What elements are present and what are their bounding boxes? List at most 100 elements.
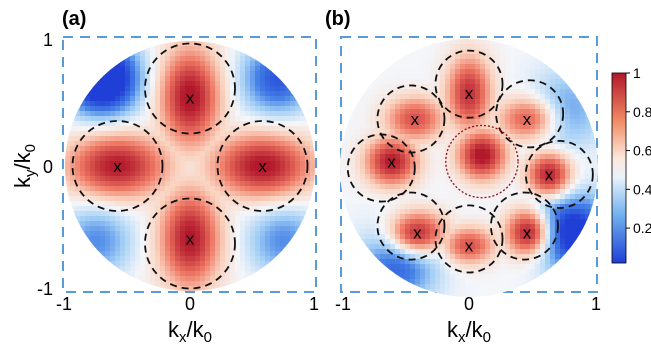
panel-b-heat-cell bbox=[360, 219, 366, 225]
panel-a-heat-cell bbox=[190, 281, 196, 287]
panel-a-heat-cell bbox=[290, 141, 296, 147]
panel-a-heat-cell bbox=[75, 111, 81, 117]
panel-a-heat-cell bbox=[175, 66, 181, 72]
panel-a-heat-cell bbox=[115, 91, 121, 97]
panel-a-heat-cell bbox=[200, 161, 206, 167]
panel-a-heat-cell bbox=[245, 226, 251, 232]
panel-a-heat-cell bbox=[180, 251, 186, 257]
panel-a-heat-cell bbox=[205, 216, 211, 222]
panel-b-heat-cell bbox=[525, 194, 531, 200]
panel-a-heat-cell bbox=[280, 121, 286, 127]
panel-b-heat-cell bbox=[400, 229, 406, 235]
panel-a-heat-cell bbox=[170, 71, 176, 77]
panel-b-region-circle-7 bbox=[434, 204, 504, 274]
panel-a-heat-cell bbox=[215, 56, 221, 62]
panel-b-heat-cell bbox=[415, 174, 421, 180]
panel-b-heat-cell bbox=[475, 89, 481, 95]
panel-b-heat-cell bbox=[490, 239, 496, 245]
panel-b-heat-cell bbox=[545, 64, 551, 70]
panel-b-heat-cell bbox=[380, 219, 386, 225]
panel-a-heat-cell bbox=[255, 121, 261, 127]
panel-b-heat-cell bbox=[350, 189, 356, 195]
panel-a-heat-cell bbox=[240, 51, 246, 57]
panel-a-heat-cell bbox=[110, 161, 116, 167]
panel-b-heat-cell bbox=[505, 169, 511, 175]
panel-a-heat-cell bbox=[90, 181, 96, 187]
panel-a-heat-cell bbox=[280, 101, 286, 107]
panel-b-heat-cell bbox=[535, 79, 541, 85]
panel-a-heat-cell bbox=[100, 131, 106, 137]
panel-a-heat-cell bbox=[165, 221, 171, 227]
panel-a-heat-cell bbox=[70, 201, 76, 207]
panel-b-heat-cell bbox=[350, 139, 356, 145]
panel-a-heat-cell bbox=[265, 191, 271, 197]
panel-a-heat-cell bbox=[280, 201, 286, 207]
panel-a-heat-cell bbox=[155, 91, 161, 97]
panel-b-heat-cell bbox=[425, 269, 431, 275]
panel-a-heat-cell bbox=[180, 116, 186, 122]
panel-a-heat-cell bbox=[265, 76, 271, 82]
panel-a-heat-cell bbox=[180, 161, 186, 167]
panel-b-heat-cell bbox=[555, 154, 561, 160]
panel-b-heat-cell bbox=[500, 124, 506, 130]
panel-b-heat-cell bbox=[550, 154, 556, 160]
panel-b-heat-cell bbox=[400, 184, 406, 190]
panel-b-heat-cell bbox=[505, 59, 511, 65]
panel-b-heat-cell bbox=[440, 139, 446, 145]
panel-a-heat-cell bbox=[150, 51, 156, 57]
panel-a-heat-cell bbox=[255, 61, 261, 67]
panel-b-heat-cell bbox=[440, 54, 446, 60]
panel-b-heat-cell bbox=[465, 229, 471, 235]
panel-a-heat-cell bbox=[175, 261, 181, 267]
panel-a-heat-cell bbox=[310, 161, 315, 167]
panel-b-heat-cell bbox=[425, 109, 431, 115]
panel-b-heat-cell bbox=[410, 214, 416, 220]
panel-a-heat-cell bbox=[280, 76, 286, 82]
panel-a-heat-cell bbox=[195, 76, 201, 82]
panel-b-heat-cell bbox=[360, 209, 366, 215]
panel-b-heat-cell bbox=[360, 164, 366, 170]
panel-a-heat-cell bbox=[290, 116, 296, 122]
panel-b-heat-cell bbox=[520, 134, 526, 140]
panel-a-heat-cell bbox=[80, 121, 86, 127]
panel-a-heat-cell bbox=[265, 216, 271, 222]
panel-a-heat-cell bbox=[250, 131, 256, 137]
panel-a-heat-cell bbox=[240, 271, 246, 277]
panel-a-heat-cell bbox=[220, 236, 226, 242]
panel-a-heat-cell bbox=[110, 196, 116, 202]
panel-b-heat-cell bbox=[575, 204, 581, 210]
panel-a-heat-cell bbox=[150, 226, 156, 232]
panel-a-heat-cell bbox=[95, 231, 101, 237]
panel-a-heat-cell bbox=[80, 201, 86, 207]
panel-b-heat-cell bbox=[550, 199, 556, 205]
panel-a-heat-cell bbox=[180, 106, 186, 112]
panel-a-heat-cell bbox=[90, 176, 96, 182]
panel-b-heat-cell bbox=[545, 89, 551, 95]
panel-b-heat-cell bbox=[390, 214, 396, 220]
panel-b-heat-cell bbox=[405, 64, 411, 70]
panel-b-heat-cell bbox=[505, 234, 511, 240]
panel-a-heat-cell bbox=[225, 281, 231, 287]
panel-a-heat-cell bbox=[220, 196, 226, 202]
panel-b-heat-cell bbox=[400, 249, 406, 255]
panel-a-heat-cell bbox=[115, 151, 121, 157]
panel-b-heat-cell bbox=[395, 274, 401, 280]
panel-b-heat-cell bbox=[360, 239, 366, 245]
panel-b-heat-cell bbox=[365, 144, 371, 150]
panel-b-heat-cell bbox=[405, 209, 411, 215]
panel-b-heat-cell bbox=[520, 199, 526, 205]
panel-a-heat-cell bbox=[110, 246, 116, 252]
panel-b-heat-cell bbox=[545, 149, 551, 155]
panel-b-heat-cell bbox=[515, 139, 521, 145]
panel-b-heat-cell bbox=[415, 219, 421, 225]
panel-b-heat-cell bbox=[485, 119, 491, 125]
panel-a-heat-cell bbox=[150, 216, 156, 222]
panel-b-heat-cell bbox=[535, 109, 541, 115]
panel-a-heat-cell bbox=[195, 236, 201, 242]
panel-b-heat-cell bbox=[365, 114, 371, 120]
panel-b-heat-cell bbox=[475, 129, 481, 135]
panel-a-heat-cell bbox=[250, 56, 256, 62]
panel-a-heat-cell bbox=[250, 136, 256, 142]
panel-a-heat-cell bbox=[115, 111, 121, 117]
panel-b-heat-cell bbox=[525, 284, 531, 290]
